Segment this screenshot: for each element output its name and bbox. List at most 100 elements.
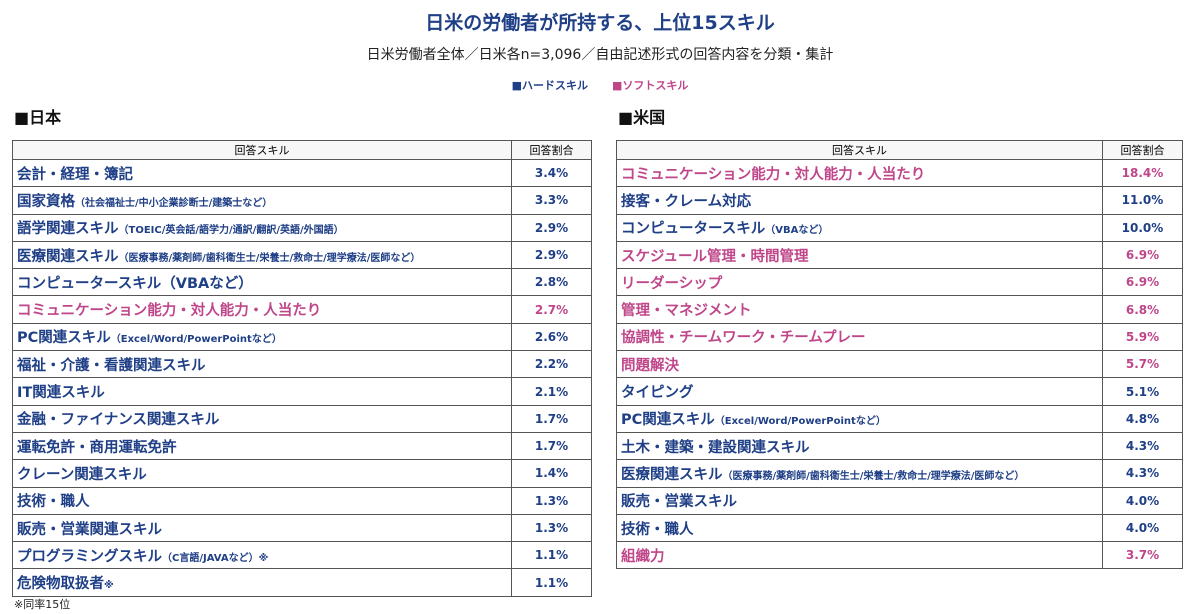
row: 運転免許・商用運転免許 1.7% [12, 431, 592, 461]
skill: 土木・建築・建設関連スキル [616, 431, 1103, 461]
skill-note: （VBAなど） [765, 225, 829, 237]
row: 国家資格（社会福祉士/中小企業診断士/建築士など） 3.3% [12, 186, 592, 215]
share: 3.7% [1102, 541, 1183, 570]
section-heading: ■日本 [14, 108, 62, 127]
row: 金融・ファイナンス関連スキル 1.7% [12, 404, 592, 433]
share: 4.0% [1102, 513, 1183, 543]
share: 2.8% [511, 268, 592, 297]
row: 土木・建築・建設関連スキル 4.3% [616, 431, 1183, 461]
us-section: ■米国 回答スキル 回答割合 コミュニケーション能力・対人能力・人当たり 18.4% 接客… [616, 104, 1183, 570]
skill-name: 国家資格 [17, 193, 75, 210]
share: 1.7% [511, 404, 592, 433]
share: 1.1% [511, 568, 592, 597]
skill: 会計・経理・簿記 [12, 158, 512, 188]
skill: 問題解決 [616, 350, 1103, 379]
legend: ■ハードスキル ■ソフトスキル [0, 77, 1200, 93]
share: 5.1% [1102, 377, 1183, 406]
share: 2.9% [511, 240, 592, 270]
row: 医療関連スキル（医療事務/薬剤師/歯科衛生士/栄養士/救命士/理学療法/医師など… [616, 459, 1183, 488]
skill-name: 会計・経理・簿記 [17, 166, 133, 183]
row: 技術・職人 1.3% [12, 486, 592, 515]
row: コンピュータースキル（VBAなど） 2.8% [12, 268, 592, 297]
footnote: ※同率15位 [14, 598, 71, 611]
column-header: 回答割合 [511, 140, 592, 160]
share: 2.2% [511, 350, 592, 379]
skill-name: 管理・マネジメント [621, 303, 752, 320]
skill: 販売・営業関連スキル [12, 513, 512, 543]
skill: コミュニケーション能力・対人能力・人当たり [12, 295, 512, 324]
share: 1.4% [511, 459, 592, 488]
share: 6.8% [1102, 295, 1183, 324]
row: 協調性・チームワーク・チームプレー 5.9% [616, 322, 1183, 352]
skill: 金融・ファイナンス関連スキル [12, 404, 512, 433]
share: 5.7% [1102, 350, 1183, 379]
skill-table: 回答スキル 回答割合 会計・経理・簿記 3.4% 国家資格（社会福祉士/中小企業診断士/… [12, 140, 592, 597]
share: 2.7% [511, 295, 592, 324]
column-header: 回答スキル [616, 140, 1103, 160]
title: 日米の労働者が所持する、上位15スキル [425, 12, 775, 34]
skill-name: コミュニケーション能力・対人能力・人当たり [17, 303, 322, 320]
share: 2.6% [511, 322, 592, 352]
header-row: 回答スキル 回答割合 [12, 140, 592, 160]
skill-name: 福祉・介護・看護関連スキル [17, 357, 206, 374]
skill-note: （TOEIC/英会話/語学力/通訳/翻訳/英語/外国語） [118, 225, 344, 237]
skill: クレーン関連スキル [12, 459, 512, 488]
skill: 福祉・介護・看護関連スキル [12, 350, 512, 379]
share: 1.1% [511, 541, 592, 570]
row: PC関連スキル（Excel/Word/PowerPointなど） 2.6% [12, 322, 592, 352]
skill-name: 販売・営業スキル [621, 494, 737, 511]
share: 2.9% [511, 213, 592, 242]
share: 18.4% [1102, 158, 1183, 188]
row: プログラミングスキル（C言語/JAVAなど）※ 1.1% [12, 541, 592, 570]
skill-note: （C言語/JAVAなど）※ [162, 552, 269, 564]
skill: スケジュール管理・時間管理 [616, 240, 1103, 270]
skill: 運転免許・商用運転免許 [12, 431, 512, 461]
share: 4.3% [1102, 459, 1183, 488]
skill: リーダーシップ [616, 268, 1103, 297]
share: 1.3% [511, 513, 592, 543]
skill-name: 問題解決 [621, 357, 679, 374]
row: タイピング 5.1% [616, 377, 1183, 406]
skill-name: スケジュール管理・時間管理 [621, 248, 809, 265]
skill-name: 医療関連スキル [621, 466, 723, 483]
skill-note: （医療事務/薬剤師/歯科衛生士/栄養士/救命士/理学療法/医師など） [118, 252, 421, 264]
skill-table: 回答スキル 回答割合 コミュニケーション能力・対人能力・人当たり 18.4% 接客・クレ… [616, 140, 1183, 570]
skill: 管理・マネジメント [616, 295, 1103, 324]
legend-item: ■ハードスキル [511, 79, 588, 92]
row: 管理・マネジメント 6.8% [616, 295, 1183, 324]
skill-note: （Excel/Word/PowerPointなど） [110, 334, 282, 346]
share: 2.1% [511, 377, 592, 406]
skill: 語学関連スキル（TOEIC/英会話/語学力/通訳/翻訳/英語/外国語） [12, 213, 512, 242]
column-header: 回答スキル [12, 140, 512, 160]
skill-name: PC関連スキル [621, 412, 715, 429]
row: 販売・営業スキル 4.0% [616, 486, 1183, 515]
japan-section: ■日本 回答スキル 回答割合 会計・経理・簿記 3.4% 国家資格（社会福祉士/中小企業診… [12, 104, 592, 597]
skill-note: （医療事務/薬剤師/歯科衛生士/栄養士/救命士/理学療法/医師など） [722, 470, 1025, 482]
skill: 接客・クレーム対応 [616, 186, 1103, 215]
skill-name: プログラミングスキル [17, 548, 162, 565]
share: 3.4% [511, 158, 592, 188]
skill: 協調性・チームワーク・チームプレー [616, 322, 1103, 352]
row: コミュニケーション能力・対人能力・人当たり 18.4% [616, 158, 1183, 188]
skill-name: 運転免許・商用運転免許 [17, 439, 177, 456]
row: 会計・経理・簿記 3.4% [12, 158, 592, 188]
row: 福祉・介護・看護関連スキル 2.2% [12, 350, 592, 379]
share: 4.0% [1102, 486, 1183, 515]
skill: 販売・営業スキル [616, 486, 1103, 515]
row: コミュニケーション能力・対人能力・人当たり 2.7% [12, 295, 592, 324]
legend-item: ■ソフトスキル [612, 79, 689, 92]
skill-name: リーダーシップ [621, 275, 723, 292]
skill-name: IT関連スキル [17, 385, 105, 402]
skill-name: 医療関連スキル [17, 248, 119, 265]
skill: 技術・職人 [12, 486, 512, 515]
share: 1.7% [511, 431, 592, 461]
skill-name: PC関連スキル [17, 330, 111, 347]
skill: コンピュータースキル（VBAなど） [12, 268, 512, 297]
skill-name: タイピング [621, 385, 694, 402]
skill-name: 接客・クレーム対応 [621, 193, 752, 210]
skill-note: （社会福祉士/中小企業診断士/建築士など） [75, 197, 273, 209]
skill-name: 協調性・チームワーク・チームプレー [621, 330, 866, 347]
skill: 医療関連スキル（医療事務/薬剤師/歯科衛生士/栄養士/救命士/理学療法/医師など… [616, 459, 1103, 488]
row: 危険物取扱者※ 1.1% [12, 568, 592, 597]
